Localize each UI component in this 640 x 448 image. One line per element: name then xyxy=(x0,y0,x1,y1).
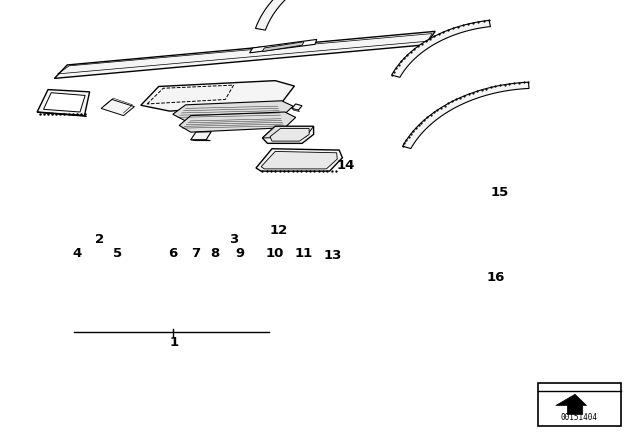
Text: 13: 13 xyxy=(324,249,342,262)
Polygon shape xyxy=(261,151,337,169)
Text: 8: 8 xyxy=(210,246,219,260)
Polygon shape xyxy=(250,39,317,53)
Polygon shape xyxy=(292,108,300,112)
Polygon shape xyxy=(179,112,296,132)
Polygon shape xyxy=(292,104,302,110)
Text: 16: 16 xyxy=(487,271,505,284)
Polygon shape xyxy=(556,394,586,414)
Text: 12: 12 xyxy=(269,224,287,237)
Text: 6: 6 xyxy=(168,246,177,260)
Text: 3: 3 xyxy=(229,233,238,246)
Polygon shape xyxy=(101,99,134,116)
Text: 9: 9 xyxy=(236,246,244,260)
Text: 10: 10 xyxy=(266,246,284,260)
Text: 5: 5 xyxy=(113,246,122,260)
Polygon shape xyxy=(403,82,529,149)
Polygon shape xyxy=(256,149,342,171)
Polygon shape xyxy=(37,90,90,116)
Polygon shape xyxy=(37,112,86,116)
Polygon shape xyxy=(255,0,376,30)
Text: 00151404: 00151404 xyxy=(561,413,598,422)
Text: 11: 11 xyxy=(295,246,313,260)
Polygon shape xyxy=(262,126,314,138)
Polygon shape xyxy=(262,42,304,52)
Text: 14: 14 xyxy=(337,159,355,172)
Text: 2: 2 xyxy=(95,233,104,246)
Polygon shape xyxy=(270,129,309,141)
Text: 4: 4 xyxy=(72,246,81,260)
Text: 15: 15 xyxy=(490,186,508,199)
Polygon shape xyxy=(262,126,314,143)
Polygon shape xyxy=(173,101,293,121)
Bar xyxy=(538,383,621,426)
Polygon shape xyxy=(191,140,211,141)
Polygon shape xyxy=(44,93,85,112)
Text: 1: 1 xyxy=(170,336,179,349)
Polygon shape xyxy=(54,31,435,78)
Text: 7: 7 xyxy=(191,246,200,260)
Polygon shape xyxy=(141,81,294,111)
Polygon shape xyxy=(392,20,490,78)
Polygon shape xyxy=(191,132,211,140)
